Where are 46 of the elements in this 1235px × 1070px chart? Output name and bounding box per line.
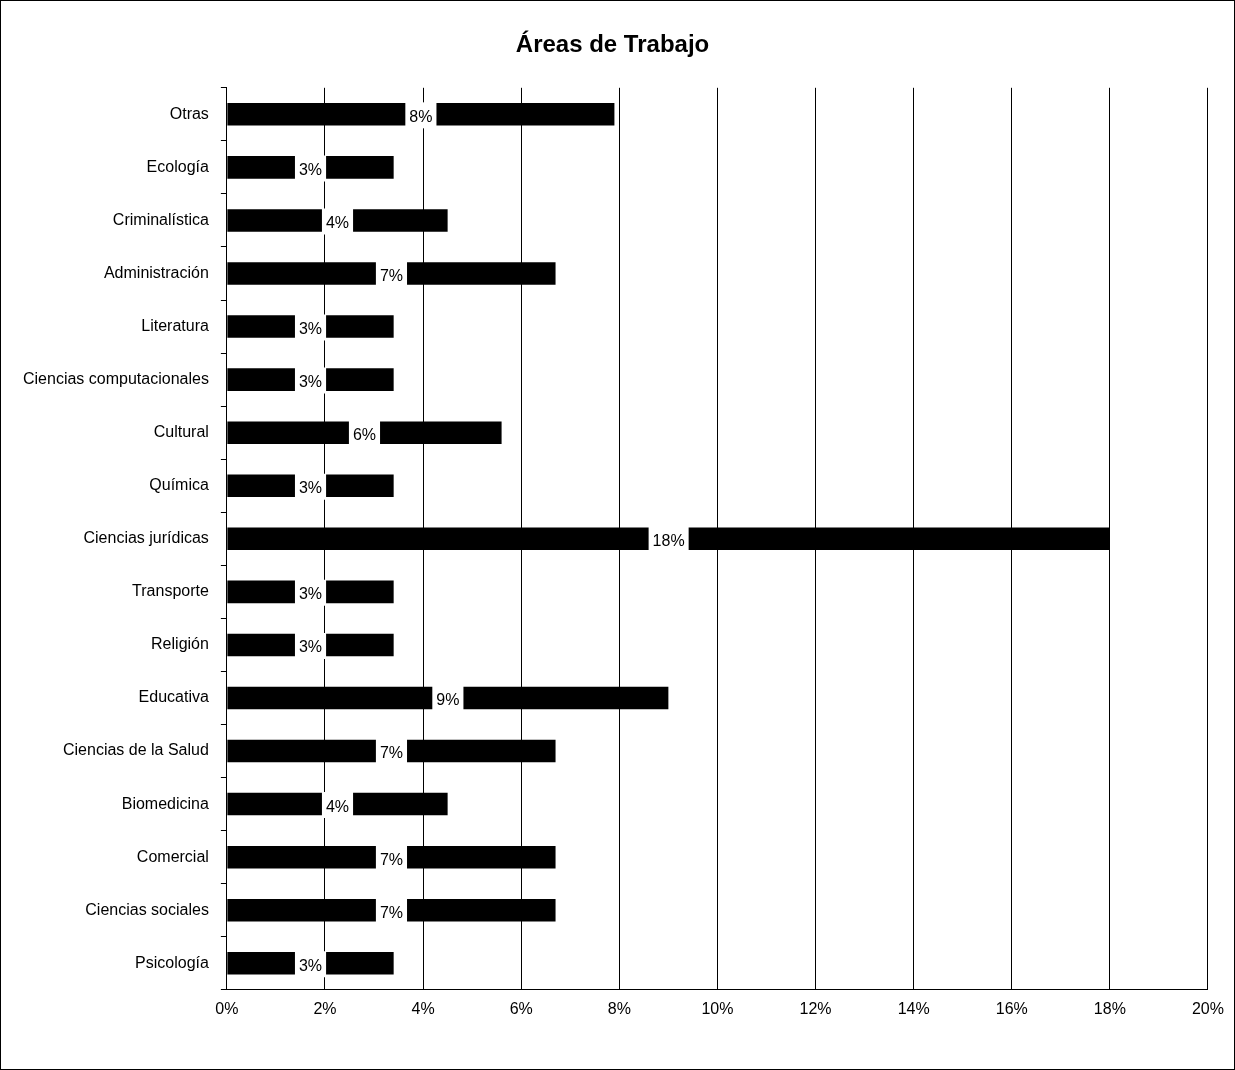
data-label: 3% xyxy=(298,479,323,497)
data-label: 4% xyxy=(325,797,350,815)
x-tick-label: 18% xyxy=(1093,999,1126,1017)
y-tick-label: Cultural xyxy=(153,423,209,441)
y-tick-label: Psicología xyxy=(135,953,209,971)
y-tick-label: Religión xyxy=(151,635,209,653)
data-label: 3% xyxy=(298,373,323,391)
data-label: 18% xyxy=(652,532,685,550)
x-tick-label: 14% xyxy=(897,999,930,1017)
data-label: 3% xyxy=(298,319,323,337)
data-label: 3% xyxy=(298,585,323,603)
data-label: 7% xyxy=(379,850,404,868)
x-tick-label: 10% xyxy=(701,999,734,1017)
data-label: 4% xyxy=(325,213,350,231)
chart-title: Áreas de Trabajo xyxy=(515,30,710,58)
x-tick-label: 6% xyxy=(509,999,533,1017)
data-label: 7% xyxy=(379,266,404,284)
data-label: 9% xyxy=(436,691,460,709)
y-tick-label: Biomedicina xyxy=(121,794,209,812)
y-tick-label: Criminalística xyxy=(112,210,209,228)
y-tick-label: Química xyxy=(149,476,209,494)
y-tick-label: Educativa xyxy=(138,688,209,706)
y-tick-label: Transporte xyxy=(132,582,209,600)
data-label: 6% xyxy=(352,426,377,444)
data-label: 8% xyxy=(409,107,433,125)
data-label: 3% xyxy=(298,638,323,656)
y-tick-label: Ciencias jurídicas xyxy=(83,529,209,547)
y-tick-label: Administración xyxy=(103,263,209,281)
x-tick-label: 4% xyxy=(411,999,435,1017)
x-tick-label: 0% xyxy=(215,999,239,1017)
y-tick-label: Otras xyxy=(169,104,209,122)
x-tick-label: 20% xyxy=(1191,999,1224,1017)
y-tick-label: Comercial xyxy=(136,847,209,865)
y-tick-label: Ciencias sociales xyxy=(85,900,209,918)
x-tick-label: 2% xyxy=(313,999,337,1017)
data-label: 3% xyxy=(298,160,323,178)
y-tick-label: Ciencias computacionales xyxy=(23,370,209,388)
y-tick-label: Ciencias de la Salud xyxy=(63,741,209,759)
y-tick-label: Literatura xyxy=(141,316,209,334)
y-tick-label: Ecología xyxy=(146,157,209,175)
x-tick-label: 16% xyxy=(995,999,1028,1017)
x-tick-label: 8% xyxy=(607,999,631,1017)
x-tick-label: 12% xyxy=(799,999,832,1017)
data-label: 7% xyxy=(379,903,404,921)
data-label: 7% xyxy=(379,744,404,762)
data-label: 3% xyxy=(298,956,323,974)
